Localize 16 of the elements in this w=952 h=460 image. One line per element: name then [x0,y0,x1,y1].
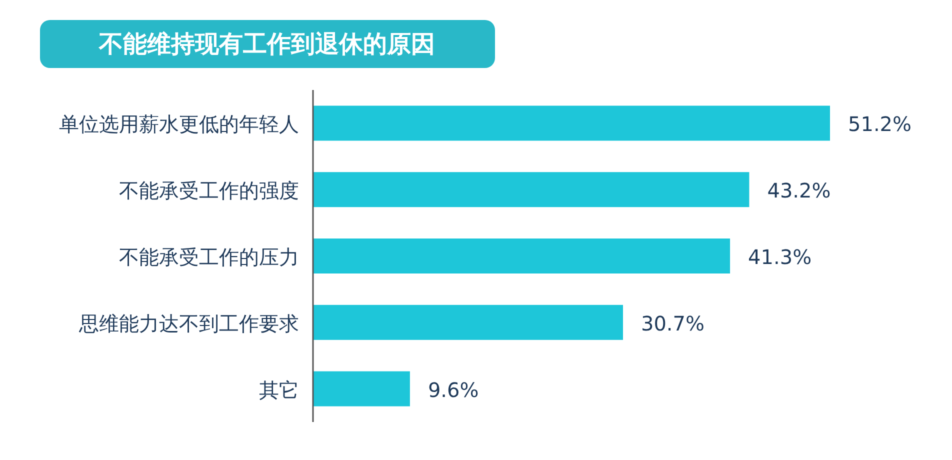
data-label: 30.7% [641,311,705,336]
chart-title: 不能维持现有工作到退休的原因 [98,30,435,58]
data-label: 43.2% [767,178,831,203]
data-label: 41.3% [748,245,812,269]
bar [313,304,623,340]
y-tick-label: 单位选用薪水更低的年轻人 [59,112,299,136]
y-tick-label: 其它 [259,378,299,402]
y-tick-label: 不能承受工作的压力 [119,245,299,269]
data-label: 9.6% [428,378,479,402]
bar [313,106,830,141]
data-label: 51.2% [848,112,912,136]
y-tick-label: 不能承受工作的强度 [119,178,299,203]
bar [313,172,750,208]
bar [313,371,410,406]
y-tick-label: 思维能力达不到工作要求 [78,311,299,336]
bar [313,238,730,274]
